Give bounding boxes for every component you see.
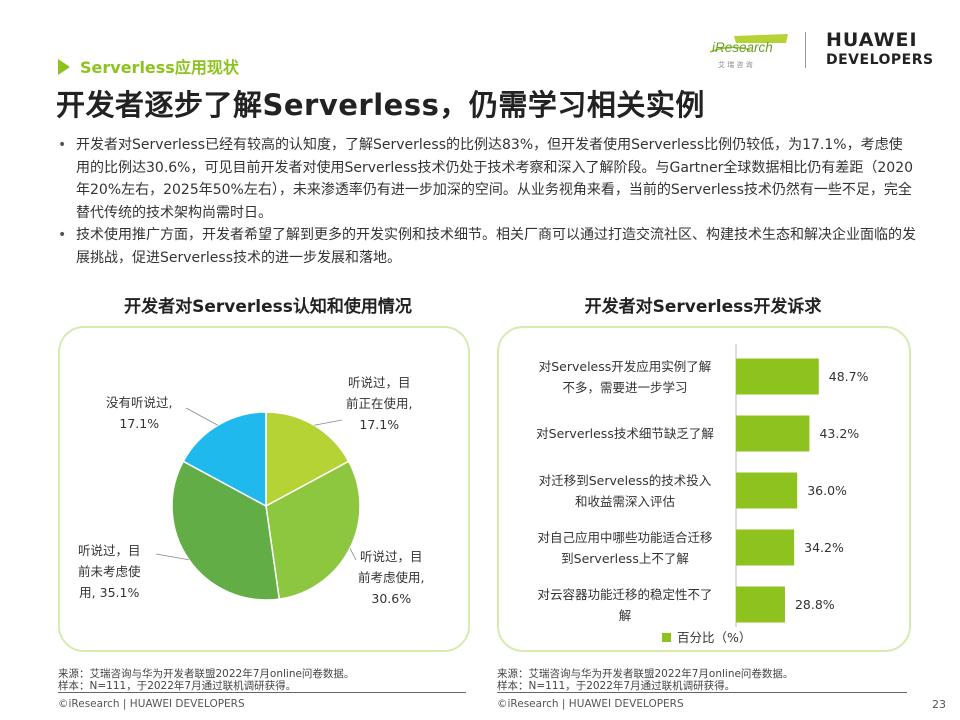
pie-slice-label: 听说过，目前正在使用, 17.1% [346,372,412,435]
source-line: 来源：艾瑞咨询与华为开发者联盟2022年7月online问卷数据。 [497,668,794,680]
iresearch-logo-text: iResearch [712,40,773,55]
bar [736,472,798,509]
category-label-line: 解 [618,607,632,623]
legend-label: 百分比（%） [677,630,752,645]
bar-category-label: 对自己应用中哪些功能适合迁移 到Serverless上不了解 [525,527,725,569]
iresearch-logo-subtext: 艾 瑞 咨 询 [718,60,753,69]
sample-line: 样本：N=111，于2022年7月通过联机调研获得。 [497,680,736,692]
pie-chart-title: 开发者对Serverless认知和使用情况 [124,297,412,317]
bar [736,586,785,623]
bar [736,529,795,566]
pie-slice-label: 没有听说过, 17.1% [106,392,172,434]
category-label-line: 和收益需深入评估 [574,493,675,509]
triangle-marker-icon [58,59,70,75]
category-label-line: 到Serverless上不了解 [561,550,689,566]
pie-chart [155,407,361,601]
pie-label-line: 17.1% [359,417,400,432]
category-label-line: 对迁移到Serveless的技术投入 [538,472,712,488]
pie-leader-line [185,407,219,426]
source-note-left: 来源：艾瑞咨询与华为开发者联盟2022年7月online问卷数据。 样本：N=1… [58,668,354,692]
pie-label-line: 听说过，目 [359,549,423,564]
bar-chart [735,344,819,627]
pie-label-line: 前正在使用, [346,396,413,411]
pie-label-line: 30.6% [371,591,412,606]
page-title: 开发者逐步了解Serverless，仍需学习相关实例 [56,88,705,122]
pie-label-line: 听说过，目 [78,543,141,558]
pie-label-line: 听说过，目 [347,375,411,390]
pie-slice [265,411,350,508]
pie-slice-label: 听说过，目前考虑使用, 30.6% [358,546,424,609]
bar-category-label: 对Serveless开发应用实例了解 不多，需要进一步学习 [525,356,725,398]
bullet-list: 开发者对Serverless已经有较高的认知度，了解Serverless的比例达… [56,134,916,269]
pie-leader-line [314,419,343,426]
logo-divider [805,32,806,68]
bullet-item: 开发者对Serverless已经有较高的认知度，了解Serverless的比例达… [56,134,916,224]
category-label-line: 不多，需要进一步学习 [562,379,688,395]
footer-rule-left [58,692,466,693]
section-tag-label: Serverless应用现状 [80,58,239,77]
source-line: 来源：艾瑞咨询与华为开发者联盟2022年7月online问卷数据。 [58,668,355,680]
bar-category-label: 对云容器功能迁移的稳定性不了解 [525,584,725,626]
page-number: 23 [932,698,946,711]
huawei-logo-line2: DEVELOPERS [826,52,934,68]
bar-value-label: 28.8% [794,596,835,612]
footer-copyright-right: ©iResearch | HUAWEI DEVELOPERS [497,698,684,710]
pie-leader-line [349,548,357,561]
category-label-line: 对云容器功能迁移的稳定性不了 [537,586,713,602]
footer-rule-right [497,692,907,693]
source-note-right: 来源：艾瑞咨询与华为开发者联盟2022年7月online问卷数据。 样本：N=1… [497,668,793,692]
pie-slice [171,460,281,601]
bar-category-label: 对迁移到Serveless的技术投入 和收益需深入评估 [525,470,725,512]
pie-chart-panel: 听说过，目 前正在使用, 17.1% 听说过，目 前考虑使用, 30.6% 听说过，目 前未考… [58,326,470,652]
pie-label-line: 前未考虑使 [78,564,141,579]
pie-leader-line [155,553,189,561]
bar-value-label: 48.7% [828,368,869,384]
pie-label-line: 前考虑使用, [358,570,425,585]
iresearch-logo: iResearch 艾 瑞 咨 询 [710,33,788,69]
pie-slice [182,411,267,508]
pie-label-line: 17.1% [119,416,160,431]
bar-value-label: 34.2% [804,539,844,555]
huawei-developers-logo: HUAWEI DEVELOPERS [826,30,934,70]
sample-line: 样本：N=111，于2022年7月通过联机调研获得。 [58,680,297,692]
bar-legend: 百分比（%） [662,627,751,646]
bar [736,358,819,395]
bar-chart-panel: 48.7% 对Serveless开发应用实例了解 不多，需要进一步学习 43.2% 对S… [497,326,911,652]
pie-slice [265,460,361,600]
category-label-line: 对Serverless技术细节缺乏了解 [536,426,714,441]
legend-swatch [662,633,671,642]
pie-label-line: 没有听说过, [106,395,173,410]
category-label-line: 对Serveless开发应用实例了解 [538,358,712,374]
bar-category-label: 对Serverless技术细节缺乏了解 [525,423,725,444]
bar-chart-title: 开发者对Serverless开发诉求 [584,297,822,317]
bullet-item: 技术使用推广方面，开发者希望了解到更多的开发实例和技术细节。相关厂商可以通过打造… [56,224,916,269]
huawei-logo-line1: HUAWEI [826,29,918,51]
footer-copyright-left: ©iResearch | HUAWEI DEVELOPERS [58,698,245,710]
category-label-line: 对自己应用中哪些功能适合迁移 [537,529,713,545]
bar-value-label: 36.0% [807,482,847,498]
pie-label-line: 用, 35.1% [79,585,140,600]
section-tag: Serverless应用现状 [58,54,239,78]
bar-value-label: 43.2% [819,425,860,441]
pie-slice-label: 听说过，目前未考虑使用, 35.1% [78,540,141,603]
bar [736,415,810,452]
